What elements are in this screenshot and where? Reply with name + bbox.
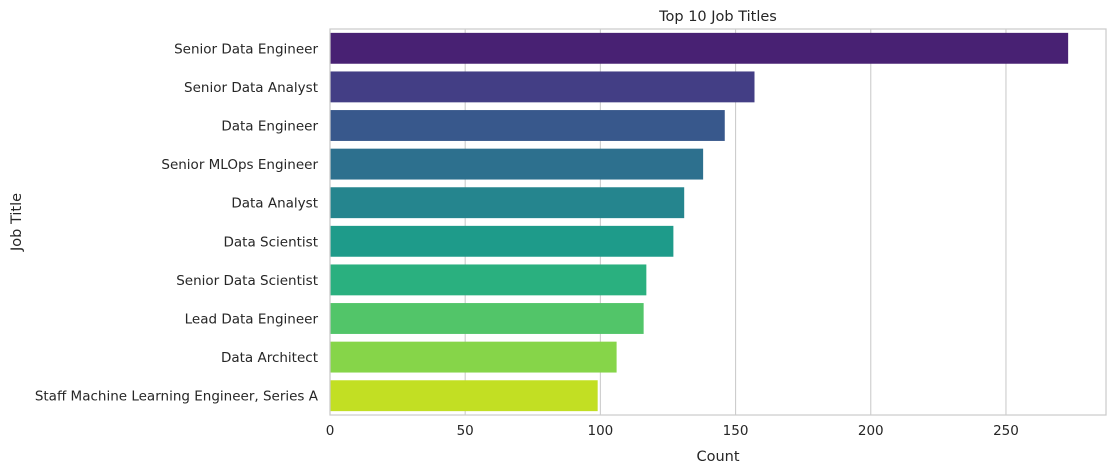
x-axis-label: Count: [696, 449, 739, 465]
y-tick-label: Data Analyst: [231, 196, 318, 212]
x-tick-label: 0: [326, 423, 335, 439]
y-tick-label: Senior Data Analyst: [184, 80, 318, 96]
bar: [330, 187, 685, 219]
bar: [330, 148, 704, 180]
bar: [330, 303, 644, 334]
y-tick-label: Senior Data Scientist: [176, 273, 318, 289]
bar: [330, 341, 617, 373]
y-tick-label: Senior MLOps Engineer: [161, 157, 318, 173]
bar: [330, 225, 674, 257]
y-tick-label: Data Architect: [221, 350, 318, 366]
bar: [330, 380, 598, 412]
y-tick-label: Senior Data Engineer: [174, 41, 318, 57]
x-tick-label: 200: [858, 423, 884, 439]
bar: [330, 264, 647, 296]
y-tick-labels: Senior Data Engineer Senior Data Analyst D…: [35, 41, 319, 404]
y-tick-label: Data Engineer: [221, 119, 318, 135]
plot-frame: [329, 28, 1107, 416]
x-tick-label: 250: [993, 423, 1019, 439]
x-tick-labels: 0 50 100 150 200 250: [326, 423, 1019, 439]
y-axis-label: Job Title: [9, 193, 25, 252]
x-tick-label: 100: [587, 423, 613, 439]
bar: [330, 71, 755, 103]
chart-title: Top 10 Job Titles: [658, 9, 777, 25]
bar: [330, 110, 725, 141]
y-tick-label: Data Scientist: [224, 234, 319, 250]
y-tick-label: Staff Machine Learning Engineer, Series …: [35, 389, 319, 405]
bar: [330, 32, 1069, 64]
bars-group: [330, 32, 1069, 412]
y-tick-label: Lead Data Engineer: [185, 312, 319, 328]
x-tick-label: 50: [457, 423, 474, 439]
x-tick-label: 150: [723, 423, 749, 439]
